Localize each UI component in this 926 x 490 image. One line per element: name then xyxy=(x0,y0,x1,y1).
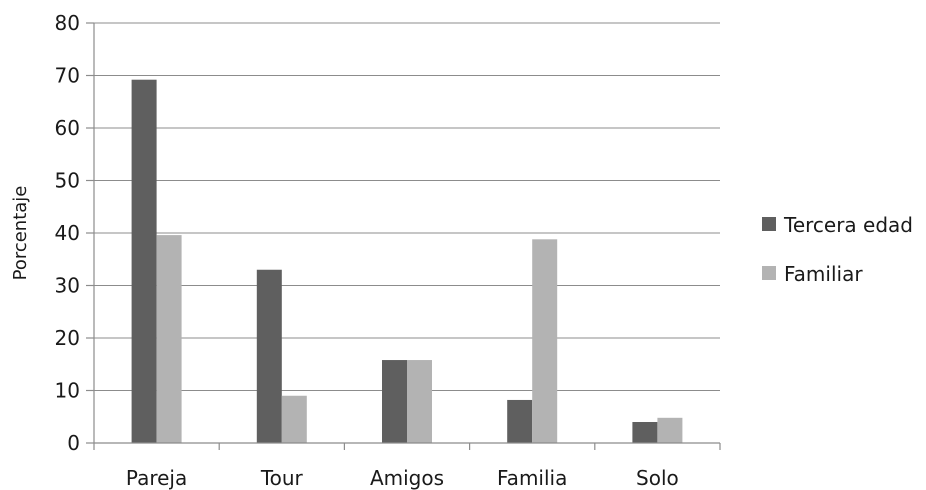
x-tick-label: Tour xyxy=(260,466,304,490)
x-tick-label: Pareja xyxy=(126,466,187,490)
y-tick-label: 50 xyxy=(55,169,80,193)
y-tick-label: 40 xyxy=(55,221,80,245)
bar-pareja-familiar xyxy=(156,235,182,443)
bar-solo-tercera-edad xyxy=(632,422,658,443)
bar-pareja-tercera-edad xyxy=(131,79,157,443)
legend-label: Tercera edad xyxy=(783,213,913,237)
legend-swatch xyxy=(762,217,776,231)
bar-tour-tercera-edad xyxy=(256,269,282,443)
bar-solo-familiar xyxy=(657,417,683,443)
bar-amigos-familiar xyxy=(407,360,432,443)
axes: 0 10 20 30 40 50 60 70 80 Pareja Tour Amigos Familia… xyxy=(55,11,721,490)
x-tick-label: Amigos xyxy=(370,466,444,490)
y-tick-label: 70 xyxy=(55,64,80,88)
y-tick-label: 60 xyxy=(55,116,80,140)
y-tick-label: 30 xyxy=(55,274,80,298)
bars xyxy=(131,79,683,443)
bar-familia-familiar xyxy=(532,239,558,443)
legend-swatch xyxy=(762,266,776,280)
y-tick-label: 80 xyxy=(55,11,80,35)
y-tick-label: 0 xyxy=(67,431,80,455)
y-axis-label: Porcentaje xyxy=(10,186,31,281)
gridlines xyxy=(94,22,720,391)
x-tick-label: Familia xyxy=(497,466,567,490)
bar-familia-tercera-edad xyxy=(507,399,533,443)
bar-tour-familiar xyxy=(281,395,307,443)
legend-label: Familiar xyxy=(784,262,863,286)
legend: Tercera edad Familiar xyxy=(762,213,913,286)
y-tick-label: 20 xyxy=(55,326,80,350)
x-tick-label: Solo xyxy=(636,466,679,490)
bar-amigos-tercera-edad xyxy=(382,360,407,443)
y-tick-label: 10 xyxy=(55,379,80,403)
